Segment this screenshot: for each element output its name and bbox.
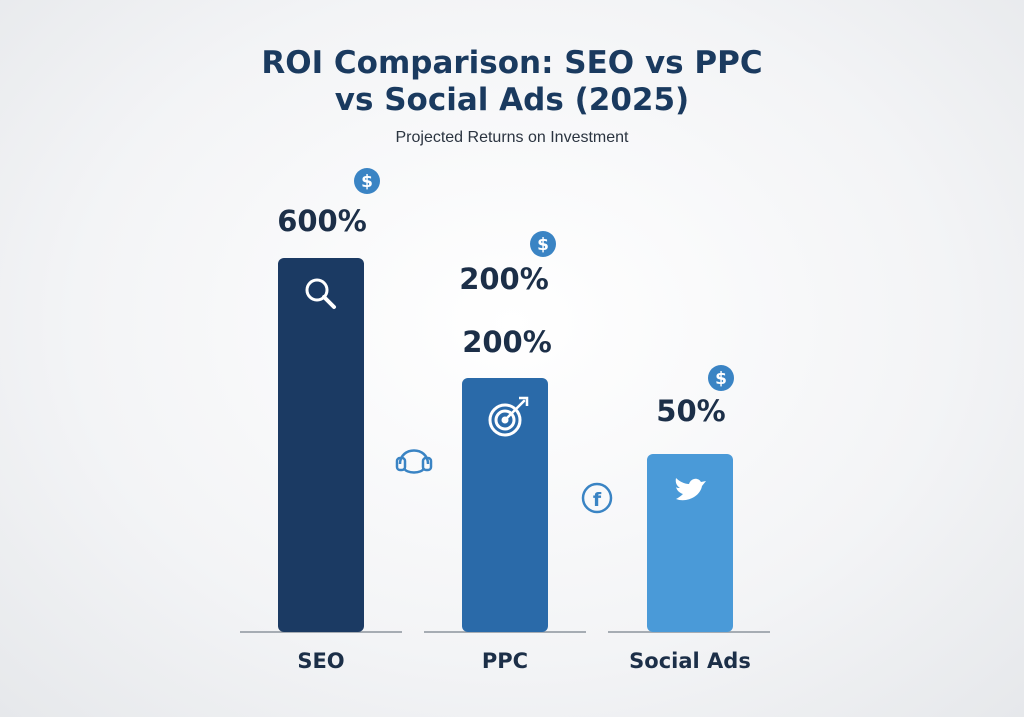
bar-ppc: [462, 378, 548, 632]
facebook-icon: f: [581, 482, 613, 514]
chart-title-line-1: ROI Comparison: SEO vs PPC: [261, 45, 762, 81]
bar-social-ads: [647, 454, 733, 632]
extra-value-label: 200%: [462, 325, 552, 359]
chart-subtitle: Projected Returns on Investment: [395, 129, 629, 146]
target-arrow-icon: [488, 396, 529, 437]
chart-title-line-2: vs Social Ads (2025): [335, 82, 689, 118]
dollar-icon: $: [708, 365, 734, 391]
svg-text:$: $: [537, 235, 549, 255]
twitter-bird-icon: [675, 478, 706, 501]
category-label: PPC: [482, 649, 528, 673]
svg-text:$: $: [361, 172, 373, 192]
dollar-icon: $: [530, 231, 556, 257]
magnifier-icon: [305, 278, 336, 309]
value-label: 200%: [459, 262, 549, 296]
bar-seo: [278, 258, 364, 632]
svg-text:$: $: [715, 369, 727, 389]
value-label: 600%: [277, 204, 367, 238]
value-label: 50%: [656, 394, 725, 428]
category-label: Social Ads: [629, 649, 751, 673]
svg-text:f: f: [593, 489, 602, 511]
category-label: SEO: [297, 649, 344, 673]
dollar-icon: $: [354, 168, 380, 194]
headphones-icon: [395, 449, 433, 474]
plot-area: 600% $ SEO 200% $ PPC 50% $ Social Ads 200% f: [240, 168, 770, 673]
